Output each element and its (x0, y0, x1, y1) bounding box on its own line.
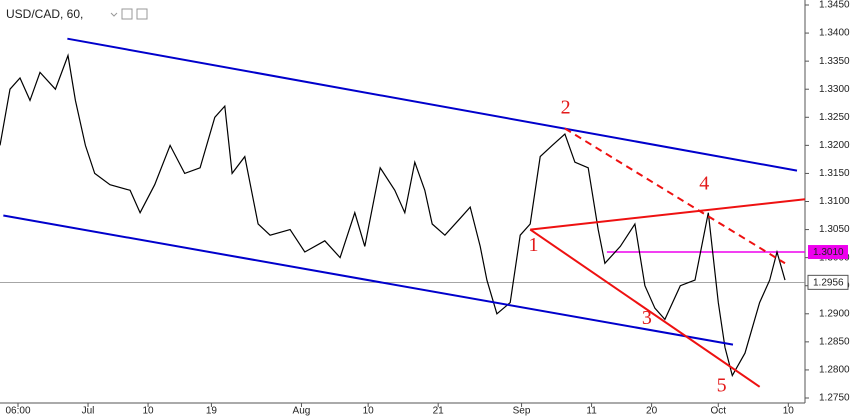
y-tick-label: 1.2750 (819, 393, 850, 404)
price-label: 1.2956 (813, 277, 844, 288)
settings-icon[interactable] (121, 8, 133, 20)
chart-title: USD/CAD, 60, (6, 7, 83, 21)
trend-line (529, 228, 761, 388)
close-icon[interactable] (136, 8, 148, 20)
wave-label: 1 (529, 234, 539, 256)
x-tick-label: Sep (513, 406, 531, 417)
y-tick-label: 1.3200 (819, 140, 850, 151)
x-tick-label: 10 (363, 406, 375, 417)
y-tick-label: 1.3150 (819, 168, 850, 179)
y-tick-label: 1.2800 (819, 365, 850, 376)
price-label-box (808, 245, 848, 260)
x-tick-label: 10 (783, 406, 795, 417)
y-tick-label: 1.3250 (819, 112, 850, 123)
y-tick-label: 1.2850 (819, 336, 850, 347)
x-tick-label: 21 (433, 406, 445, 417)
price-label: 1.3010 (813, 247, 844, 258)
y-tick-label: 1.2900 (819, 308, 850, 319)
y-tick-label: 1.3100 (819, 196, 850, 207)
price-label-box (807, 274, 849, 290)
trend-line (67, 37, 798, 172)
wave-label: 5 (717, 374, 727, 396)
x-tick-label: Jul (82, 406, 95, 417)
y-tick-label: 1.3050 (819, 224, 850, 235)
trend-line (3, 214, 734, 346)
wave-label: 2 (561, 96, 571, 118)
x-tick-label: 06:00 (5, 406, 30, 417)
x-tick-label: Oct (711, 406, 727, 417)
wave-label: 4 (699, 172, 709, 194)
x-tick-label: 19 (206, 406, 218, 417)
wave-label: 3 (642, 307, 652, 329)
dropdown-icon[interactable] (110, 12, 118, 17)
x-tick-label: 10 (142, 406, 154, 417)
price-line (0, 53, 786, 378)
x-tick-label: Aug (293, 406, 311, 417)
y-tick-label: 1.3300 (819, 84, 850, 95)
x-tick-label: 11 (586, 406, 597, 417)
y-tick-label: 1.3350 (819, 56, 850, 67)
trend-line (530, 198, 806, 231)
x-tick-label: 20 (646, 406, 658, 417)
y-tick-label: 1.3400 (819, 28, 850, 39)
y-tick-label: 1.3450 (819, 0, 850, 11)
